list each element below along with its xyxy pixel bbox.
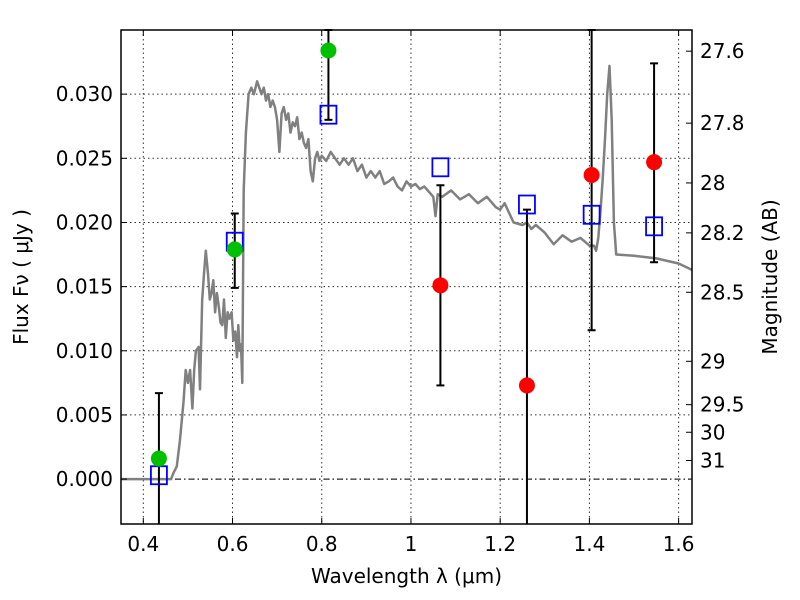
x-tick-label: 1.6 bbox=[663, 532, 695, 556]
model-point bbox=[319, 104, 338, 125]
model-point bbox=[645, 216, 663, 237]
right-tick-label: 31 bbox=[700, 448, 725, 472]
y-tick-label: 0.010 bbox=[56, 339, 113, 363]
x-tick-label: 1.4 bbox=[573, 532, 605, 556]
right-tick-label: 29 bbox=[700, 349, 725, 373]
detection-point bbox=[320, 42, 337, 59]
x-axis-label: Wavelength λ (μm) bbox=[311, 564, 502, 588]
y-tick-label: 0.000 bbox=[56, 467, 113, 491]
detection-point bbox=[150, 450, 167, 467]
right-tick-label: 28 bbox=[700, 171, 725, 195]
model-point bbox=[518, 194, 536, 215]
x-tick-label: 1.2 bbox=[484, 532, 516, 556]
x-tick-label: 0.8 bbox=[306, 532, 338, 556]
nondetection-point bbox=[646, 154, 663, 171]
right-ticks: 27.6 27.8 28 28.2 28.5 29 29.5 30 31 bbox=[686, 39, 745, 472]
y-tick-label: 0.025 bbox=[56, 146, 113, 170]
x-tick-label: 0.4 bbox=[127, 532, 159, 556]
x-tick-label: 0.6 bbox=[217, 532, 249, 556]
right-tick-label: 29.5 bbox=[700, 393, 745, 417]
right-tick-label: 27.8 bbox=[700, 111, 745, 135]
y-tick-label: 0.005 bbox=[56, 403, 113, 427]
nondetection-point bbox=[518, 377, 535, 394]
right-tick-label: 28.5 bbox=[700, 280, 745, 304]
nondetection-point bbox=[583, 166, 600, 183]
sed-template bbox=[121, 64, 693, 481]
y-axis-label: Flux Fν ( μJy ) bbox=[9, 209, 33, 345]
y-tick-label: 0.030 bbox=[56, 82, 113, 106]
right-tick-label: 27.6 bbox=[700, 39, 745, 63]
model-point bbox=[582, 204, 601, 225]
y-tick-label: 0.015 bbox=[56, 275, 113, 299]
plot-frame bbox=[120, 29, 693, 525]
nondetection-point bbox=[432, 277, 449, 294]
y-ticks: 0.000 0.005 0.010 0.015 0.020 0.025 0.030 bbox=[56, 82, 127, 491]
sed-template-line bbox=[121, 64, 693, 481]
model-point bbox=[431, 157, 450, 178]
x-tick-label: 1 bbox=[405, 532, 418, 556]
detection-point bbox=[226, 241, 243, 258]
right-tick-label: 28.2 bbox=[700, 221, 745, 245]
y-tick-label: 0.020 bbox=[56, 210, 113, 234]
x-ticks: 0.4 0.6 0.8 1 1.2 1.4 1.6 bbox=[127, 30, 695, 556]
right-tick-label: 30 bbox=[700, 420, 725, 444]
nondetection-points bbox=[432, 154, 663, 394]
detection-points bbox=[150, 42, 337, 467]
right-axis-label: Magnitude (AB) bbox=[758, 199, 782, 354]
